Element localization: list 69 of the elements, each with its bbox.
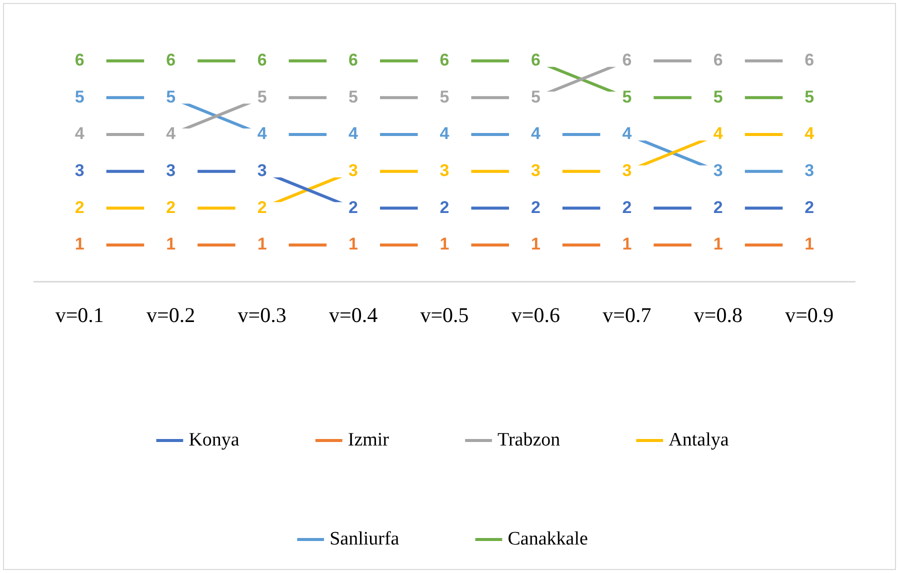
legend-label: Konya — [188, 429, 240, 450]
legend-label: Trabzon — [498, 429, 561, 450]
data-label: 3 — [257, 161, 267, 180]
data-label: 5 — [440, 87, 450, 106]
data-label: 5 — [713, 87, 723, 106]
data-label: 3 — [348, 161, 358, 180]
data-label: 2 — [804, 198, 814, 217]
data-label: 2 — [74, 198, 84, 217]
data-label: 1 — [440, 234, 450, 254]
data-label: 6 — [348, 50, 358, 70]
data-label: 1 — [713, 234, 723, 254]
x-tick-label: v=0.4 — [328, 302, 378, 327]
data-label: 6 — [257, 50, 267, 70]
data-label: 5 — [530, 87, 540, 106]
data-label: 5 — [348, 87, 358, 106]
data-label: 3 — [74, 161, 84, 180]
x-tick-label: v=0.3 — [238, 302, 286, 327]
x-tick-label: v=0.9 — [785, 302, 834, 327]
data-label: 2 — [166, 198, 176, 217]
data-label: 1 — [622, 234, 632, 254]
data-label: 1 — [257, 234, 267, 254]
x-tick-label: v=0.5 — [420, 302, 469, 327]
data-label: 5 — [166, 87, 176, 106]
data-label: 6 — [74, 50, 84, 70]
x-tick-label: v=0.8 — [694, 302, 742, 327]
data-label: 4 — [440, 124, 450, 144]
x-tick-label: v=0.7 — [602, 302, 652, 327]
data-label: 5 — [622, 87, 632, 106]
data-label: 4 — [166, 124, 176, 144]
legend-label: Sanliurfa — [330, 528, 400, 550]
data-label: 3 — [440, 161, 450, 180]
data-label: 6 — [530, 50, 540, 70]
data-label: 1 — [804, 234, 814, 254]
legend-label: Antalya — [668, 429, 730, 450]
data-label: 6 — [440, 50, 450, 70]
data-label: 4 — [713, 124, 724, 144]
data-label: 4 — [530, 124, 541, 144]
data-label: 5 — [74, 87, 84, 106]
data-label: 1 — [348, 234, 358, 254]
data-label: 3 — [166, 161, 176, 180]
data-label: 6 — [713, 50, 723, 70]
data-label: 2 — [530, 198, 540, 217]
data-label: 6 — [166, 50, 176, 70]
data-label: 3 — [713, 161, 723, 180]
x-tick-label: v=0.2 — [146, 302, 196, 327]
data-label: 5 — [804, 87, 814, 106]
data-label: 3 — [530, 161, 540, 180]
data-label: 2 — [713, 198, 723, 217]
data-label: 2 — [257, 198, 267, 217]
data-label: 4 — [348, 124, 359, 144]
data-label: 3 — [804, 161, 814, 180]
data-label: 2 — [440, 198, 450, 217]
data-label: 2 — [348, 198, 358, 217]
legend-label: Izmir — [348, 429, 390, 450]
x-tick-label: v=0.1 — [55, 302, 104, 327]
data-label: 1 — [166, 234, 176, 254]
data-label: 1 — [74, 234, 84, 254]
data-label: 4 — [74, 124, 85, 144]
data-label: 2 — [622, 198, 632, 217]
data-label: 6 — [804, 50, 814, 70]
legend-label: Canakkale — [508, 528, 588, 550]
data-label: 3 — [622, 161, 632, 180]
data-label: 4 — [804, 124, 815, 144]
data-label: 6 — [622, 50, 632, 70]
data-label: 5 — [257, 87, 267, 106]
data-label: 4 — [622, 124, 632, 144]
data-label: 1 — [530, 234, 540, 254]
data-label: 4 — [257, 124, 268, 144]
x-tick-label: v=0.6 — [511, 302, 560, 327]
